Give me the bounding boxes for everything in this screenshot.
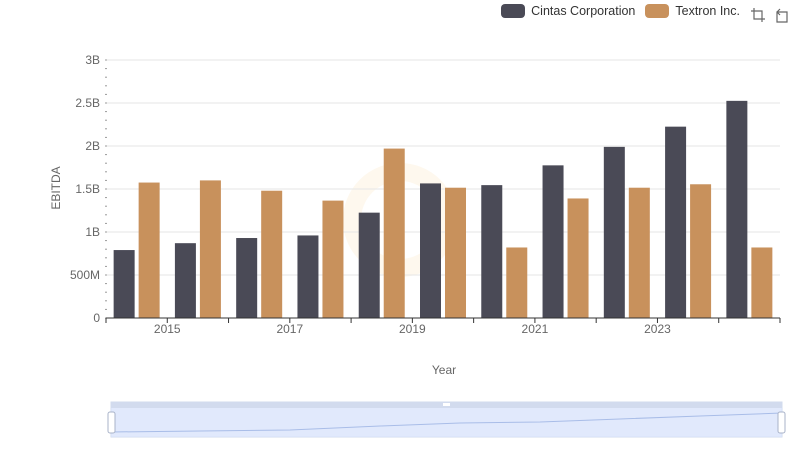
bar-cintas-2020[interactable] <box>481 185 503 318</box>
bar-textron-2017[interactable] <box>322 200 344 318</box>
y-minor-ticks <box>105 59 107 319</box>
bar-textron-2015[interactable] <box>199 180 221 318</box>
bar-textron-2019[interactable] <box>445 187 466 318</box>
bar-cintas-2014[interactable] <box>113 250 135 318</box>
y-axis-title: EBITDA <box>49 166 63 209</box>
data-zoom-slider[interactable] <box>107 401 786 438</box>
legend-label-cintas: Cintas Corporation <box>531 4 636 18</box>
bar-cintas-2015[interactable] <box>174 243 196 318</box>
restore-icon[interactable] <box>774 7 790 23</box>
legend-label-textron: Textron Inc. <box>675 4 740 18</box>
legend-item-cintas[interactable]: Cintas Corporation <box>501 4 635 18</box>
bar-textron-2020[interactable] <box>506 247 528 318</box>
y-tick-label: 2B <box>85 139 100 153</box>
x-tick-label: 2023 <box>644 322 671 336</box>
bar-textron-2014[interactable] <box>138 182 160 318</box>
bar-textron-2022[interactable] <box>628 187 650 318</box>
bar-textron-2023[interactable] <box>690 184 712 318</box>
bar-textron-2018[interactable] <box>383 148 405 318</box>
x-tick-label: 2021 <box>522 322 549 336</box>
bar-cintas-2021[interactable] <box>542 165 564 318</box>
y-tick-label: 1.5B <box>75 182 100 196</box>
bar-cintas-2023[interactable] <box>665 126 687 319</box>
bar-textron-2021[interactable] <box>567 198 589 318</box>
y-tick-label: 2.5B <box>75 96 100 110</box>
x-axis-ticks: 2015 2017 2019 2021 2023 <box>105 318 781 336</box>
data-zoom-selected-range[interactable] <box>111 408 782 437</box>
bar-cintas-2022[interactable] <box>603 146 625 318</box>
y-axis-ticks: 0 500M 1B 1.5B 2B 2.5B 3B <box>70 53 100 325</box>
legend-swatch-cintas <box>501 4 526 18</box>
y-tick-label: 500M <box>70 268 100 282</box>
data-zoom-right-handle[interactable] <box>777 411 786 434</box>
x-tick-label: 2015 <box>154 322 181 336</box>
x-tick-label: 2017 <box>276 322 303 336</box>
y-tick-label: 1B <box>85 225 100 239</box>
y-tick-label: 0 <box>93 311 100 325</box>
bar-cintas-2016[interactable] <box>236 238 258 318</box>
zoom-icon[interactable] <box>750 7 766 23</box>
bar-cintas-2017[interactable] <box>297 235 319 318</box>
bar-textron-2016[interactable] <box>261 190 283 318</box>
y-tick-label: 3B <box>85 53 100 67</box>
data-zoom-preview-line <box>110 412 783 433</box>
data-zoom-drag-grip[interactable] <box>443 403 450 406</box>
x-tick-label: 2019 <box>399 322 426 336</box>
data-zoom-left-handle[interactable] <box>107 411 116 434</box>
x-axis-title: Year <box>432 363 456 377</box>
legend: Cintas Corporation Textron Inc. <box>501 4 740 18</box>
legend-item-textron[interactable]: Textron Inc. <box>645 4 740 18</box>
bar-cintas-2019[interactable] <box>420 183 441 318</box>
bar-textron-2024[interactable] <box>751 247 773 318</box>
bar-cintas-2018[interactable] <box>358 212 380 318</box>
toolbox <box>750 7 790 23</box>
bars-group <box>113 100 773 319</box>
legend-swatch-textron <box>645 4 670 18</box>
bar-cintas-2024[interactable] <box>726 100 748 318</box>
